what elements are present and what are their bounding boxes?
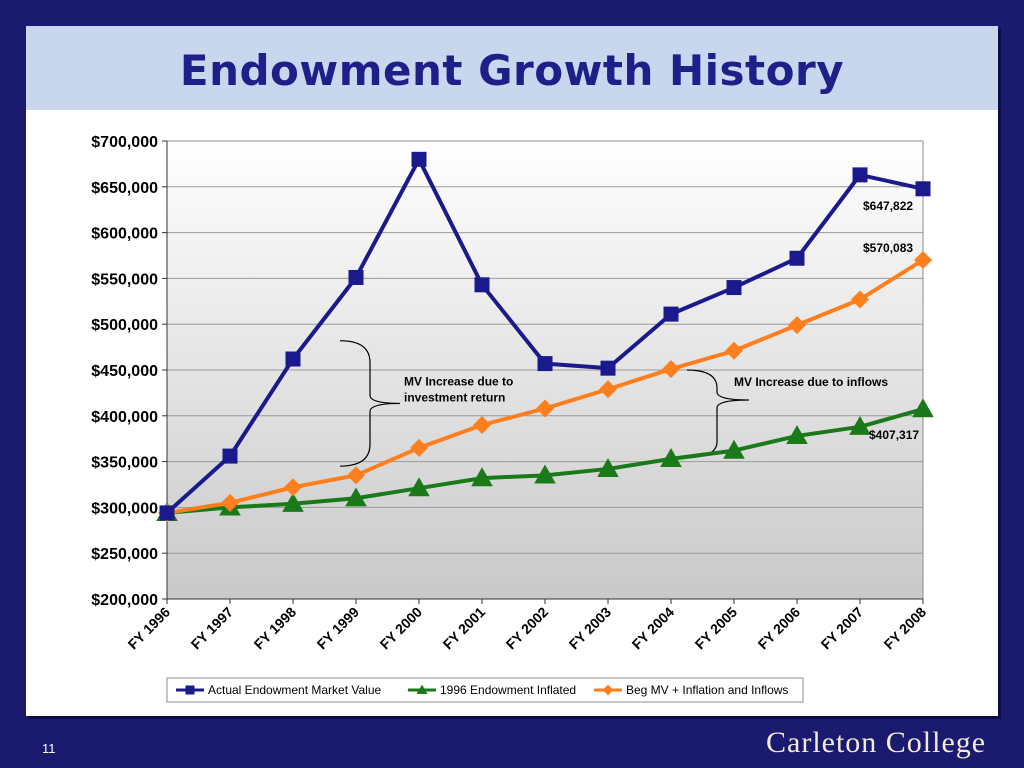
data-point [725,341,743,360]
page-number: 11 [42,741,56,756]
y-tick-label: $200,000 [91,592,158,609]
data-point [285,351,301,367]
annotation-brace [682,369,750,459]
x-tick-label: FY 2004 [629,604,678,653]
x-tick-label: FY 2008 [881,604,930,653]
data-point [789,250,805,266]
y-tick-label: $250,000 [91,546,158,563]
legend-entry[interactable]: Actual Endowment Market Value [176,683,382,697]
annotation-1: MV Increase due to investment return [339,340,513,467]
data-point [345,487,367,507]
y-tick-label: $450,000 [91,363,158,380]
data-point [221,493,239,512]
slide-title: Endowment Growth History [179,46,845,95]
data-point [416,684,428,695]
data-point [347,466,365,485]
data-label: $570,083 [863,241,913,255]
legend-entry[interactable]: 1996 Endowment Inflated [408,683,576,697]
annotation-text: MV Increase due to [404,374,513,388]
y-tick-label: $550,000 [91,271,158,288]
series-2 [156,398,934,521]
legend-box [166,677,804,703]
data-point [185,685,195,695]
data-point [915,181,931,197]
series-1 [159,151,931,521]
data-point [473,415,491,434]
data-point [348,269,364,285]
data-point [849,415,871,435]
data-point [663,306,679,322]
data-point [537,356,553,372]
annotation-2: MV Increase due to inflows [682,369,888,459]
y-tick-label: $500,000 [91,317,158,334]
x-tick-label: FY 2007 [818,604,867,653]
data-point [912,398,934,418]
x-tick-label: FY 1999 [314,604,363,653]
x-tick-label: FY 2002 [503,604,552,653]
x-tick-label: FY 2001 [440,604,489,653]
annotation-brace [339,340,401,467]
gridlines [167,186,923,554]
annotation-text: MV Increase due to inflows [734,375,888,389]
data-point [471,467,493,487]
x-tick-label: FY 1996 [125,604,174,653]
data-point [282,492,304,512]
data-point [786,425,808,445]
data-point [159,505,175,521]
data-point [408,477,430,497]
data-point [914,251,932,270]
data-point [600,360,616,376]
y-tick-label: $350,000 [91,455,158,472]
college-logo: Carleton College [766,726,987,759]
data-point [284,478,302,497]
x-tick-label: FY 2003 [566,604,615,653]
data-point [851,290,869,309]
legend-entry[interactable]: Beg MV + Inflation and Inflows [594,683,788,697]
data-point [410,438,428,457]
x-tick-label: FY 1998 [251,604,300,653]
y-tick-label: $650,000 [91,180,158,197]
y-tick-label: $700,000 [91,134,158,151]
series-3 [158,251,932,522]
data-point [222,448,238,464]
data-label: $647,822 [863,199,913,213]
x-tick-label: FY 1997 [188,604,237,653]
x-tick-label: FY 2000 [377,604,426,653]
data-point [474,277,490,293]
y-tick-label: $600,000 [91,226,158,243]
series [156,151,934,522]
data-point [602,684,614,696]
data-point [536,399,554,418]
data-point [411,151,427,167]
data-point [726,280,742,296]
y-tick-label: $300,000 [91,500,158,517]
data-point [534,464,556,484]
data-point [723,439,745,459]
title-band [26,26,998,110]
data-label: $407,317 [869,428,919,442]
data-point [599,380,617,399]
data-point [597,458,619,478]
data-point [660,448,682,467]
legend[interactable]: Actual Endowment Market Value 1996 Endowm… [166,677,804,703]
data-labels: $647,822 $570,083 $407,317 [863,199,919,442]
data-point [662,360,680,379]
legend-label: Actual Endowment Market Value [208,683,382,697]
legend-label: Beg MV + Inflation and Inflows [626,683,788,697]
x-tick-label: FY 2006 [755,604,804,653]
y-tick-label: $400,000 [91,409,158,426]
x-tick-label: FY 2005 [692,604,741,653]
data-point [788,316,806,335]
legend-label: 1996 Endowment Inflated [440,683,576,697]
data-point [852,167,868,183]
annotation-text: investment return [404,390,505,404]
